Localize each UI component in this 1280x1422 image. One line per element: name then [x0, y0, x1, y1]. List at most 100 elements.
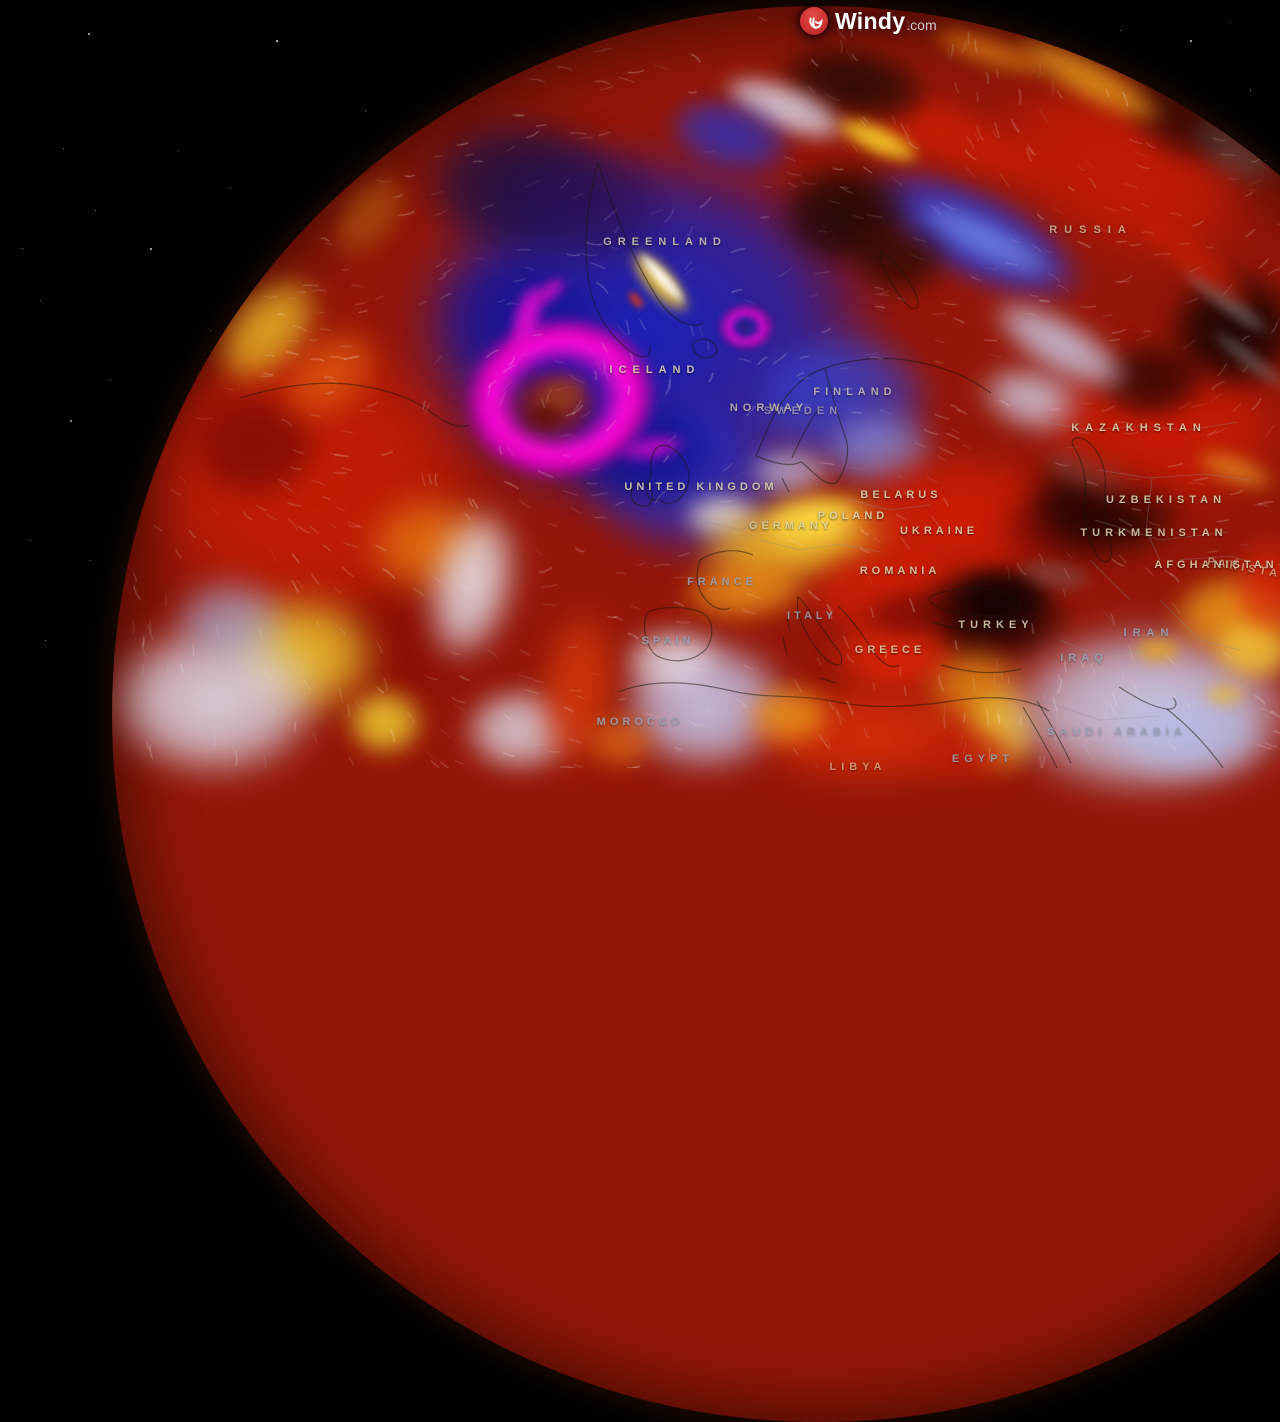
- anomaly-blob: [793, 102, 1157, 368]
- anomaly-blob: [730, 670, 850, 760]
- anomaly-blob: [387, 463, 557, 707]
- anomaly-blob: [930, 553, 1070, 643]
- anomaly-blob: [160, 365, 350, 525]
- anomaly-blob: [112, 270, 550, 690]
- windy-logo[interactable]: Windy .com: [800, 4, 937, 38]
- anomaly-blob: [1145, 555, 1280, 675]
- anomaly-blob: [733, 318, 757, 336]
- anomaly-blob: [340, 475, 520, 615]
- anomaly-blob: [997, 543, 1113, 607]
- anomaly-blob: [901, 6, 1280, 350]
- country-label: AFGHANISTAN: [1154, 559, 1278, 571]
- anomaly-blob: [761, 506, 999, 664]
- country-label: IRAQ: [1060, 652, 1108, 664]
- wind-streamlines-canvas: [112, 6, 1280, 768]
- space-background: { "logo": { "brand": "Windy", "suffix": …: [22, 4, 1280, 1422]
- country-label: MOROCCO: [596, 716, 684, 728]
- anomaly-blob: [683, 39, 887, 177]
- star: [63, 148, 64, 149]
- anomaly-blob: [1014, 422, 1166, 518]
- anomaly-blob: [845, 580, 965, 650]
- anomaly-blob: [519, 396, 571, 436]
- anomaly-blob: [1093, 173, 1280, 347]
- country-label: KAZAKHSTAN: [1071, 422, 1207, 434]
- country-label: FINLAND: [813, 386, 897, 398]
- vortex-ring: [708, 295, 784, 359]
- anomaly-blob: [619, 282, 653, 318]
- anomaly-blob: [166, 226, 370, 434]
- country-label: POLAND: [817, 510, 889, 522]
- country-label: GERMANY: [748, 520, 834, 532]
- anomaly-blob: [630, 63, 830, 207]
- anomaly-blob: [540, 370, 840, 590]
- country-label: RUSSIA: [1049, 224, 1133, 236]
- country-label: EGYPT: [951, 753, 1015, 765]
- anomaly-blob: [830, 210, 970, 310]
- anomaly-blob: [602, 615, 742, 705]
- anomaly-blob: [969, 6, 1211, 163]
- anomaly-blob: [710, 300, 970, 500]
- star: [40, 300, 41, 301]
- star: [110, 380, 111, 381]
- star: [45, 640, 46, 641]
- anomaly-blob: [517, 263, 581, 321]
- star: [95, 210, 96, 211]
- anomaly-blob: [604, 224, 716, 340]
- country-label: ICELAND: [609, 364, 701, 376]
- country-label: GREENLAND: [603, 236, 727, 248]
- anomaly-blob: [295, 135, 445, 295]
- anomaly-blob: [1123, 630, 1193, 670]
- anomaly-blob: [700, 665, 1040, 805]
- anomaly-blob: [488, 354, 616, 458]
- anomaly-blob: [1070, 325, 1230, 435]
- anomaly-blob: [150, 560, 310, 680]
- anomaly-blob: [995, 315, 1280, 545]
- anomaly-blob: [190, 570, 410, 740]
- anomaly-blob: [800, 425, 1120, 615]
- anomaly-blob: [1218, 515, 1280, 655]
- country-label: GREECE: [854, 644, 926, 656]
- anomaly-blob: [651, 537, 839, 643]
- country-label: UNITED KINGDOM: [624, 481, 778, 493]
- anomaly-blob: [875, 548, 1105, 688]
- anomaly-blob: [945, 670, 1055, 790]
- anomaly-blob: [601, 422, 703, 474]
- anomaly-blob: [1171, 428, 1280, 512]
- country-label: ROMANIA: [859, 565, 941, 577]
- anomaly-blob: [741, 17, 1129, 243]
- country-label: UKRAINE: [899, 525, 979, 537]
- anomaly-blob: [809, 93, 947, 187]
- anomaly-blob: [511, 569, 645, 811]
- anomaly-blob: [1154, 77, 1280, 223]
- anomaly-blob: [622, 235, 702, 321]
- anomaly-blob: [970, 470, 1150, 590]
- country-label: NORWAY: [729, 402, 809, 414]
- star: [70, 420, 72, 422]
- anomaly-blob: [805, 595, 985, 715]
- globe-map[interactable]: GREENLAND ICELAND FINLAND NORWAY SWEDEN UNITE…: [112, 6, 1280, 1422]
- country-label: SAUDI ARABIA: [1047, 726, 1187, 738]
- anomaly-blob: [440, 670, 600, 790]
- country-label: FRANCE: [687, 576, 757, 588]
- country-label: LIBYA: [829, 761, 887, 773]
- logo-brand-text: Windy: [835, 7, 906, 34]
- anomaly-blob: [300, 555, 540, 725]
- anomaly-blob: [400, 220, 640, 420]
- anomaly-blob: [112, 590, 365, 810]
- country-label: BELARUS: [860, 489, 942, 501]
- anomaly-blob: [946, 335, 1124, 465]
- anomaly-blob: [380, 85, 660, 285]
- country-label: SWEDEN: [763, 405, 843, 417]
- anomaly-blob: [643, 459, 957, 621]
- anomaly-blob: [800, 395, 960, 505]
- anomaly-blob: [905, 630, 1045, 750]
- anomaly-blob: [512, 356, 608, 436]
- anomaly-blob: [330, 674, 440, 770]
- anomaly-blob: [1195, 679, 1255, 711]
- anomaly-blob: [1186, 305, 1280, 415]
- country-label: SPAIN: [641, 635, 695, 647]
- anomaly-blob: [570, 702, 670, 782]
- anomaly-blob: [1080, 675, 1280, 795]
- anomaly-blob: [990, 430, 1220, 580]
- anomaly-blob: [233, 281, 427, 469]
